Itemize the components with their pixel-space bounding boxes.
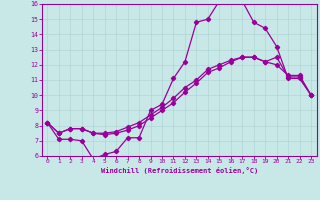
X-axis label: Windchill (Refroidissement éolien,°C): Windchill (Refroidissement éolien,°C) xyxy=(100,167,258,174)
